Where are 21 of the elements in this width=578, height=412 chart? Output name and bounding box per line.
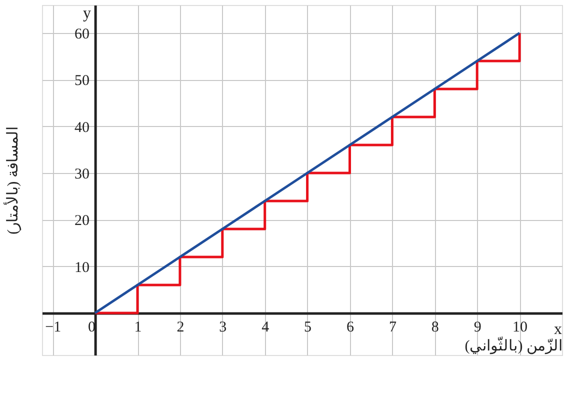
annotation: x [554, 321, 562, 338]
y-tick-label: 20 [74, 213, 90, 230]
x-tick-label: 2 [176, 320, 184, 336]
x-tick-label: 1 [134, 320, 142, 336]
y-tick-label: 10 [74, 260, 90, 276]
annotation: y [83, 5, 92, 22]
x-tick-label: 8 [431, 320, 439, 336]
x-tick-label: 6 [346, 320, 355, 336]
y-tick-label: 60 [74, 26, 90, 42]
x-tick-label: −1 [45, 320, 62, 336]
x-tick-label: 9 [474, 320, 482, 336]
y-axis-title: المسافة (بالأمتار) [4, 126, 22, 234]
y-tick-label: 30 [74, 166, 90, 182]
y-tick-label: 40 [74, 120, 90, 136]
x-tick-label: 10 [512, 320, 528, 336]
y-tick-label: 50 [74, 73, 90, 90]
x-axis-title: الزّمن (بالثّواني) [464, 338, 562, 354]
x-tick-label: 4 [262, 320, 270, 336]
x-tick-label: 5 [304, 320, 312, 336]
x-tick-label: 3 [219, 320, 227, 336]
x-tick-label: 7 [388, 320, 397, 336]
